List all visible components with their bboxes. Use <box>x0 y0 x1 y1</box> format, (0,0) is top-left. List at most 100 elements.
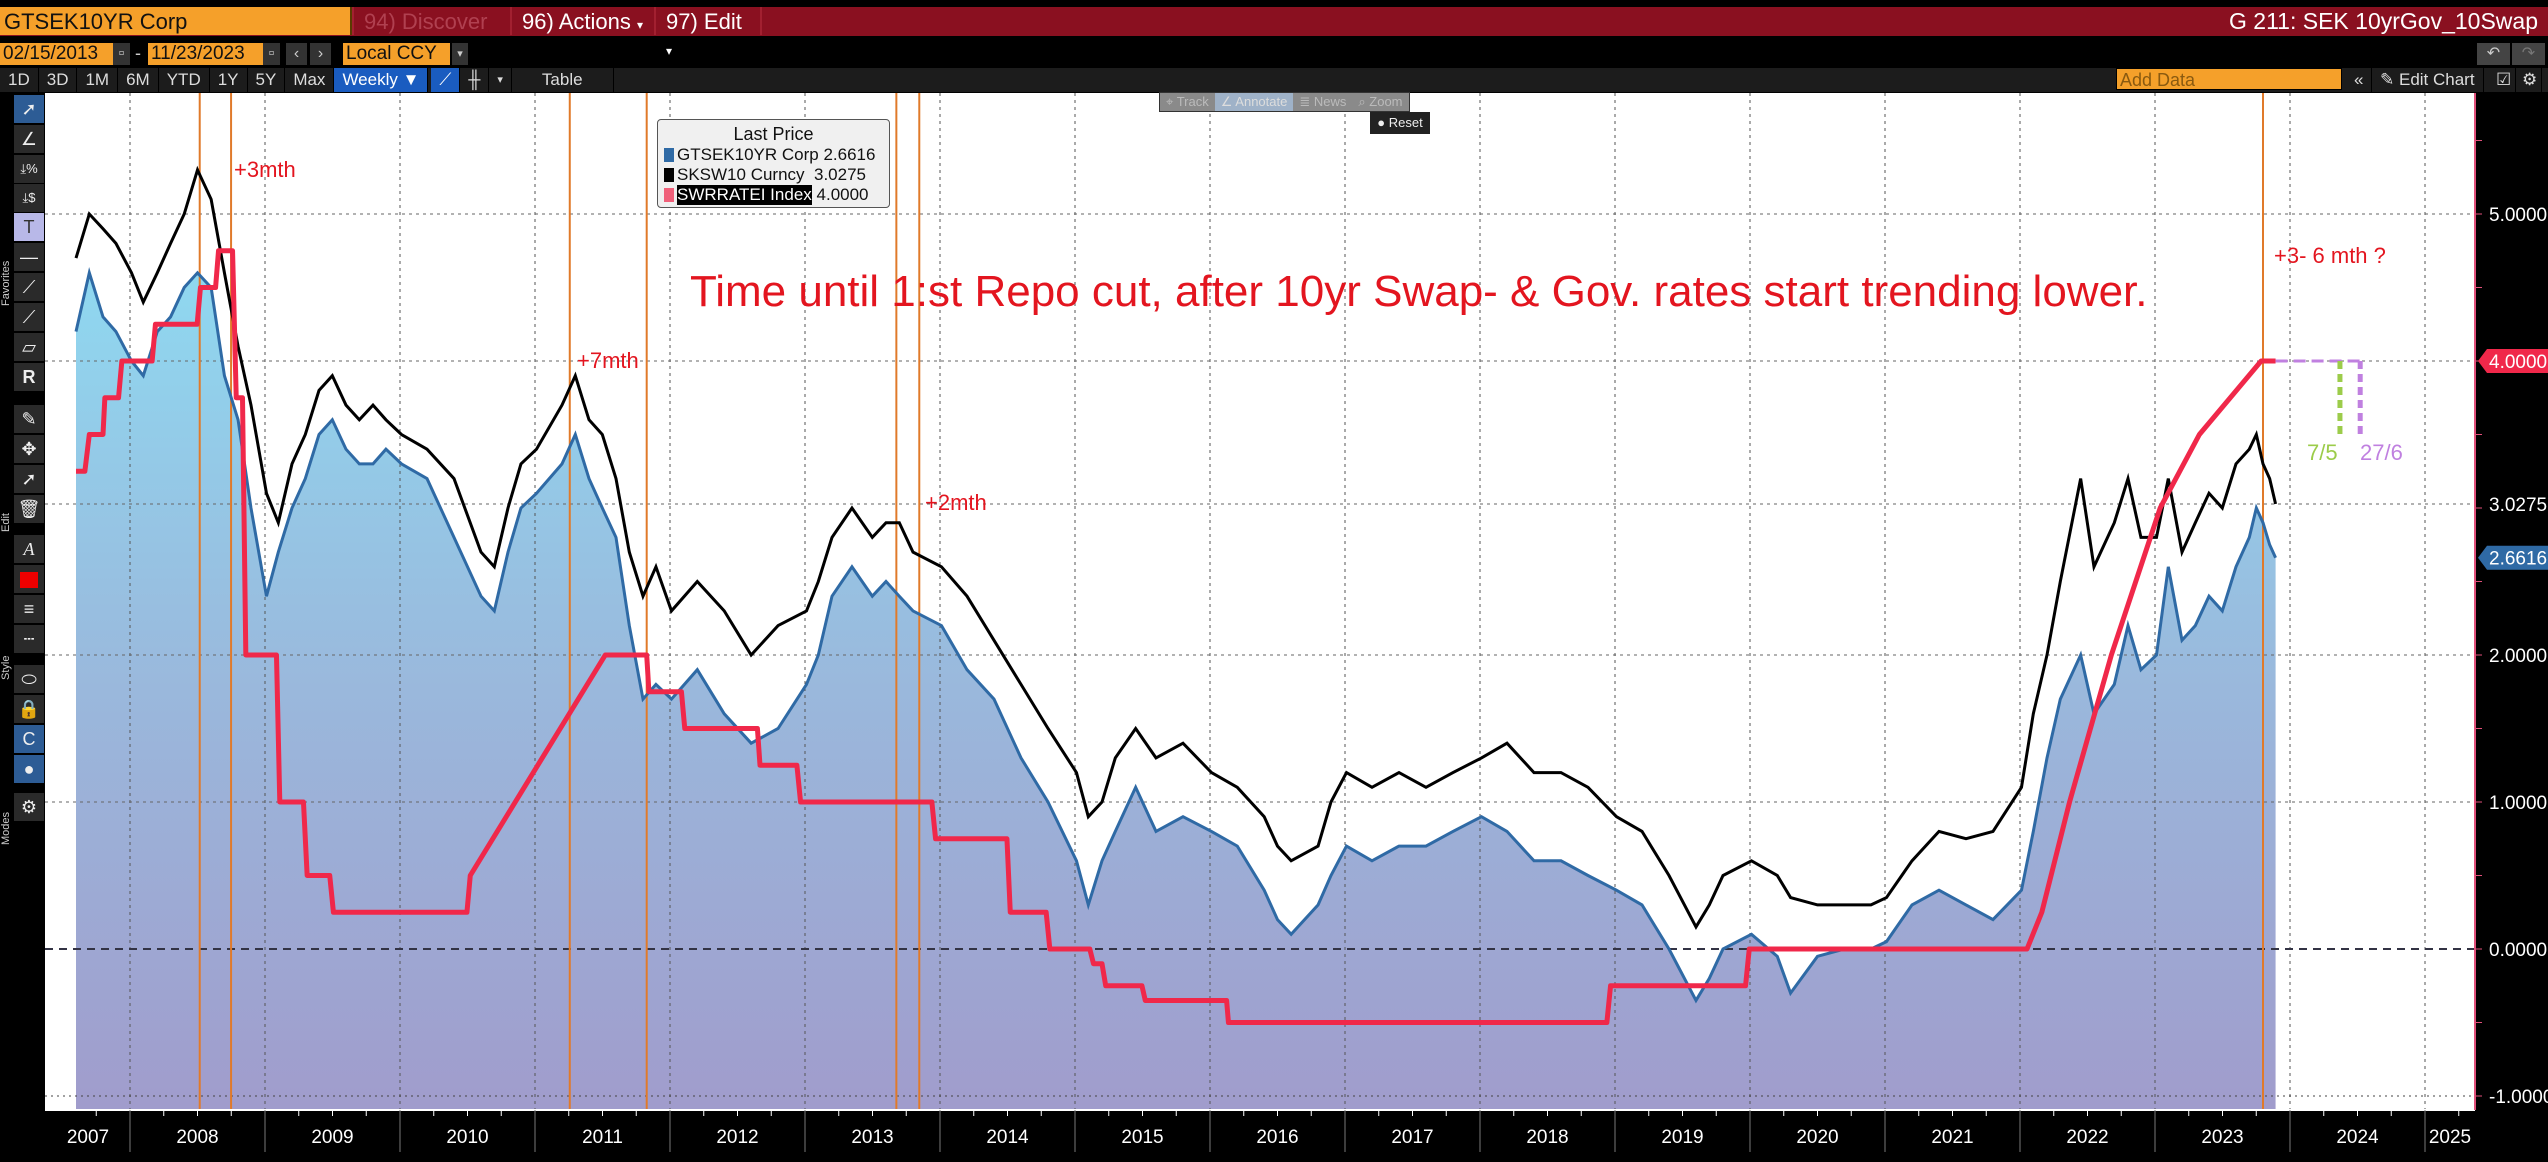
line-style-icon[interactable]: ┄ <box>14 625 44 653</box>
period-1m[interactable]: 1M <box>77 68 119 92</box>
legend-item-repo[interactable]: SWRRATEI Index 4.0000 <box>664 185 883 205</box>
select-add-icon[interactable]: ➚ <box>14 465 44 493</box>
series-line-gov <box>74 267 2277 1004</box>
legend-item-swap[interactable]: SKSW10 Curncy 3.0275 <box>664 165 883 185</box>
lasso-icon[interactable]: ⬭ <box>14 665 44 693</box>
pencil-icon[interactable]: ✎ <box>14 405 44 433</box>
chevron-down-icon: ▾ <box>666 44 673 58</box>
x-tick-label: 2011 <box>582 1127 623 1148</box>
lag-annotation[interactable]: +3mth <box>234 157 296 182</box>
chevron-down-icon[interactable]: ▾ <box>489 68 512 92</box>
table-button[interactable]: Table <box>512 68 614 92</box>
legend-swatch <box>664 168 674 182</box>
text-icon[interactable]: T <box>14 213 44 241</box>
line-weight-icon[interactable]: ≡ <box>14 595 44 623</box>
period-max[interactable]: Max <box>285 68 335 92</box>
purple-date-annotation[interactable]: 27/6 <box>2360 440 2403 465</box>
x-tick-label: 2020 <box>1796 1127 1838 1148</box>
magnet-icon[interactable]: C <box>14 725 44 753</box>
legend-name: SKSW10 Curncy <box>677 165 805 184</box>
edit-settings-icon[interactable]: ☑ <box>2492 68 2517 92</box>
edit-menu[interactable]: 97) Edit ▾ <box>654 7 762 58</box>
pointer-icon[interactable]: ➚ <box>14 95 44 123</box>
annotate-button[interactable]: ∠ Annotate <box>1214 93 1294 111</box>
y-tick-label: -1.0000 <box>2489 1087 2548 1108</box>
x-tick-label: 2021 <box>1931 1127 1973 1148</box>
gear-icon[interactable]: ⚙ <box>2518 68 2543 92</box>
period-1y[interactable]: 1Y <box>210 68 248 92</box>
y-tick-label: 5.0000 <box>2489 205 2547 226</box>
move-icon[interactable]: ✥ <box>14 435 44 463</box>
draw-icon[interactable]: ∠ <box>14 125 44 153</box>
channel-icon[interactable]: ▱ <box>14 333 44 361</box>
last-price-badge-repo <box>2478 349 2548 373</box>
lag-annotation[interactable]: +2mth <box>925 490 987 515</box>
trend-line-icon[interactable]: ⟋ <box>14 273 44 301</box>
x-tick-label: 2013 <box>851 1127 893 1148</box>
period-3d[interactable]: 3D <box>39 68 78 92</box>
legend-value: 2.6616 <box>823 145 876 164</box>
pencil-icon: ✎ <box>2380 70 2395 89</box>
left-toolbar: Favorites Edit Style Modes ➚ ∠ ⤓% ⤓$ T —… <box>0 93 45 1162</box>
reset-button[interactable]: ● Reset <box>1370 112 1430 134</box>
colors-icon[interactable]: ● <box>14 755 44 783</box>
legend-value: 3.0275 <box>814 165 866 184</box>
title-bar <box>0 7 2548 36</box>
font-icon[interactable]: A <box>14 535 44 563</box>
currency-select[interactable]: Local CCY <box>343 43 450 65</box>
color-icon[interactable] <box>14 565 44 593</box>
y-tick-label: 3.0275 <box>2489 495 2547 516</box>
x-tick-label: 2012 <box>716 1127 758 1148</box>
start-date-input[interactable]: 02/15/2013 <box>0 43 113 65</box>
track-button[interactable]: ⌖ Track <box>1160 93 1215 111</box>
news-button[interactable]: ≣ News <box>1293 93 1353 111</box>
chevron-down-icon[interactable]: ▾ <box>452 43 468 65</box>
trash-icon[interactable]: 🗑 <box>14 495 44 523</box>
frequency-select[interactable]: Weekly ▼ <box>334 68 429 92</box>
green-date-annotation[interactable]: 7/5 <box>2307 440 2338 465</box>
collapse-icon[interactable]: « <box>2346 68 2373 92</box>
y-tick-label: 2.0000 <box>2489 646 2547 667</box>
undo-icon[interactable]: ↶ <box>2477 43 2510 65</box>
headline-annotation[interactable]: Time until 1:st Repo cut, after 10yr Swa… <box>690 267 2148 316</box>
add-data-input[interactable]: Add Data <box>2116 68 2342 90</box>
chart-tools: ⌖ Track ∠ Annotate ≣ News ⌕ Zoom <box>1159 92 1410 112</box>
redo-icon[interactable]: ↷ <box>2512 43 2545 65</box>
ticker-input[interactable]: GTSEK10YR Corp <box>0 7 352 35</box>
price-change-icon[interactable]: ⤓$ <box>14 184 44 212</box>
calendar-icon[interactable]: ▫ <box>263 43 280 65</box>
actions-label: 96) Actions <box>522 9 631 34</box>
actions-menu[interactable]: 96) Actions ▾ <box>510 7 654 35</box>
legend-item-gov[interactable]: GTSEK10YR Corp 2.6616 <box>664 145 883 165</box>
x-tick-label: 2019 <box>1661 1127 1703 1148</box>
legend-swatch <box>664 188 674 202</box>
period-1d[interactable]: 1D <box>0 68 39 92</box>
regression-icon[interactable]: R <box>14 363 44 391</box>
period-6m[interactable]: 6M <box>118 68 159 92</box>
bar-chart-icon[interactable]: ╫ <box>460 68 490 92</box>
horizontal-line-icon[interactable]: — <box>14 243 44 271</box>
period-ytd[interactable]: YTD <box>159 68 210 92</box>
gov-area-fill <box>76 272 2276 1110</box>
gear-icon[interactable]: ⚙ <box>14 793 44 821</box>
next-arrow-icon[interactable]: › <box>310 43 331 65</box>
segment-icon[interactable]: ⟋ <box>14 303 44 331</box>
zoom-button[interactable]: ⌕ Zoom <box>1352 93 1409 111</box>
discover-menu[interactable]: 94) Discover <box>352 7 510 35</box>
lag-annotation[interactable]: +3- 6 mth ? <box>2274 243 2386 268</box>
percent-change-icon[interactable]: ⤓% <box>14 155 44 183</box>
legend-name: GTSEK10YR Corp <box>677 145 819 164</box>
x-tick-label: 2023 <box>2201 1127 2243 1148</box>
edit-chart-button[interactable]: ✎ Edit Chart <box>2372 68 2484 92</box>
calendar-icon[interactable]: ▫ <box>113 43 130 65</box>
prev-arrow-icon[interactable]: ‹ <box>286 43 307 65</box>
line-chart-icon[interactable]: ⟋ <box>431 68 461 92</box>
lock-icon[interactable]: 🔒 <box>14 695 44 723</box>
x-tick-label: 2007 <box>67 1127 109 1148</box>
end-date-input[interactable]: 11/23/2023 <box>148 43 263 65</box>
period-5y[interactable]: 5Y <box>248 68 286 92</box>
date-separator: - <box>135 43 141 63</box>
legend[interactable]: Last Price GTSEK10YR Corp 2.6616 SKSW10 … <box>657 119 890 208</box>
lag-annotation[interactable]: +7mth <box>577 348 639 373</box>
